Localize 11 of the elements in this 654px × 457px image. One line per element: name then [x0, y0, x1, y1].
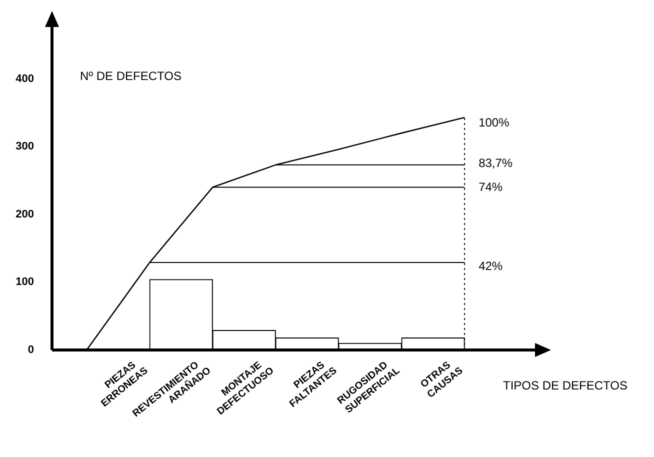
y-tick-label: 100 [16, 276, 34, 288]
y-tick-label: 300 [16, 140, 34, 153]
y2-tick-label: 100% [478, 116, 510, 130]
y-axis-title: Nº DE DEFECTOS [80, 69, 182, 84]
y-tick-label: 200 [16, 208, 34, 220]
y2-tick-label: 74% [478, 180, 503, 194]
y-tick-label: 0 [28, 344, 34, 356]
y2-tick-label: 83,7% [478, 156, 513, 170]
y-tick-label: 400 [16, 72, 34, 85]
y2-tick-label: 42% [478, 258, 503, 273]
x-axis-title: TIPOS DE DEFECTOS [503, 378, 628, 392]
